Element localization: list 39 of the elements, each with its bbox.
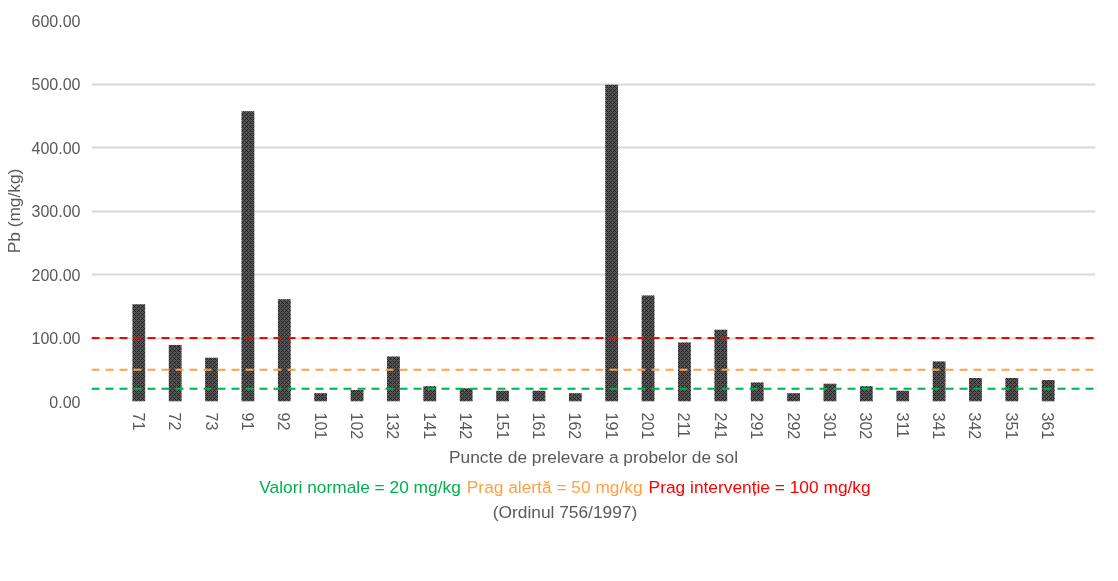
y-axis-title: Pb (mg/kg) (3, 168, 24, 254)
x-tick-label: 73 (202, 412, 220, 431)
x-tick-label: 161 (529, 412, 547, 440)
x-tick-label: 291 (748, 412, 766, 440)
x-tick-label: 141 (420, 412, 438, 440)
y-tick-label: 400.00 (31, 139, 81, 157)
x-tick-label: 71 (129, 412, 147, 431)
x-tick-label: 342 (966, 412, 984, 440)
x-tick-label: 101 (311, 412, 329, 440)
x-tick-label: 361 (1039, 412, 1057, 440)
x-tick-label: 211 (675, 412, 693, 439)
ref-line-label: Valori normale = 20 mg/kg (259, 477, 461, 497)
y-tick-label: 100.00 (31, 330, 81, 347)
x-tick-label: 302 (857, 412, 875, 440)
y-tick-label: 0.00 (49, 393, 81, 411)
x-tick-label: 351 (1002, 412, 1020, 440)
x-tick-label: 191 (602, 412, 620, 440)
text: (Ordinul 756/1997) (491, 500, 639, 524)
y-tick-label: 300.00 (31, 203, 81, 220)
x-tick-label: 241 (711, 412, 729, 440)
x-tick-label: 132 (384, 412, 402, 440)
x-tick-label: 162 (566, 412, 584, 440)
x-tick-label: 301 (820, 412, 838, 440)
x-axis-title: Puncte de prelevare a probelor de sol (449, 447, 739, 468)
x-tick-label: 72 (166, 412, 184, 431)
x-tick-label: 92 (275, 412, 293, 431)
x-tick-label: 201 (639, 412, 657, 440)
ref-line-label: Prag alertă = 50 mg/kg (466, 477, 643, 497)
x-tick-label: 292 (784, 412, 802, 440)
x-tick-label: 341 (930, 412, 948, 440)
x-tick-label: 142 (457, 412, 475, 440)
ref-line-label: Prag intervenție = 100 mg/kg (648, 477, 871, 497)
x-tick-label: 102 (348, 412, 366, 440)
y-tick-label: 200.00 (31, 266, 81, 284)
y-tick-label: 500.00 (31, 76, 81, 93)
y-tick-label: 600.00 (31, 12, 81, 30)
x-tick-label: 91 (238, 412, 256, 431)
x-tick-label: 311 (893, 412, 911, 439)
x-tick-label: 151 (493, 412, 511, 440)
